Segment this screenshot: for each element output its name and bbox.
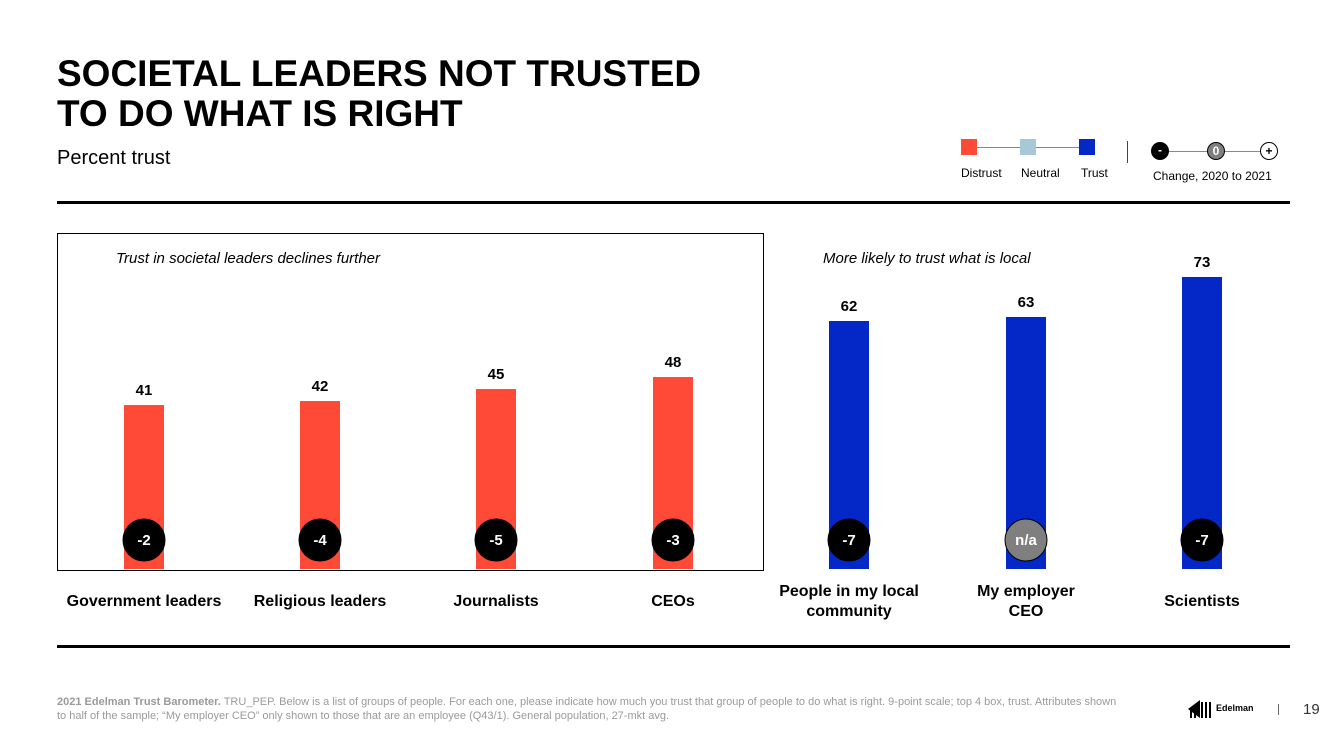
left-section-label: Trust in societal leaders declines furth… bbox=[116, 250, 381, 267]
change-badge-label: -7 bbox=[842, 532, 855, 549]
legend-trust-label: Trust bbox=[1081, 166, 1108, 180]
legend-trust-swatch bbox=[1079, 139, 1095, 155]
category-label-line: CEO bbox=[1008, 603, 1044, 620]
page-title-line-2: TO DO WHAT IS RIGHT bbox=[57, 93, 463, 134]
change-zero-marker: 0 bbox=[1207, 142, 1225, 160]
change-badge bbox=[122, 518, 166, 562]
page-subtitle: Percent trust bbox=[57, 147, 171, 169]
change-badge bbox=[1180, 518, 1224, 562]
change-badge-label: -3 bbox=[666, 532, 679, 549]
brand-name: Edelman bbox=[1216, 703, 1254, 713]
change-badge-label: -5 bbox=[489, 532, 502, 549]
top-rule bbox=[57, 201, 1290, 204]
category-label-line: My employer bbox=[977, 583, 1075, 600]
category-label-line: People in my local bbox=[779, 583, 919, 600]
change-badge bbox=[651, 518, 695, 562]
bar-value-label: 48 bbox=[665, 354, 682, 371]
category-label: My employer CEO bbox=[936, 582, 1116, 622]
category-label: Religious leaders bbox=[230, 592, 410, 612]
category-label-line: Scientists bbox=[1164, 593, 1240, 610]
societal-leaders-panel bbox=[57, 233, 764, 571]
legend-neutral-swatch bbox=[1020, 139, 1036, 155]
legend-neutral-label: Neutral bbox=[1021, 166, 1060, 180]
change-badge bbox=[827, 518, 871, 562]
category-label: Scientists bbox=[1112, 592, 1292, 612]
bar-value-label: 41 bbox=[136, 382, 153, 399]
legend-divider bbox=[1127, 141, 1128, 163]
change-badge-label: -4 bbox=[313, 532, 327, 549]
category-label: People in my local community bbox=[759, 582, 939, 622]
edelman-logo-icon bbox=[1188, 700, 1211, 718]
category-label: Government leaders bbox=[54, 592, 234, 612]
category-label: Journalists bbox=[406, 592, 586, 612]
change-plus-marker: + bbox=[1260, 142, 1278, 160]
right-section-label: More likely to trust what is local bbox=[823, 250, 1031, 267]
bar-value-label: 45 bbox=[488, 366, 505, 383]
change-minus-marker: - bbox=[1151, 142, 1169, 160]
category-label: CEOs bbox=[583, 592, 763, 612]
change-badge-label: n/a bbox=[1015, 532, 1037, 549]
change-badge-label: -7 bbox=[1195, 532, 1208, 549]
category-label-line: Journalists bbox=[453, 593, 539, 610]
source-footnote: 2021 Edelman Trust Barometer. TRU_PEP. B… bbox=[57, 695, 1127, 723]
bar-value-label: 42 bbox=[312, 378, 329, 395]
page-number-separator bbox=[1278, 704, 1279, 715]
change-badge bbox=[298, 518, 342, 562]
page-title-line-1: SOCIETAL LEADERS NOT TRUSTED bbox=[57, 53, 702, 94]
change-legend-label: Change, 2020 to 2021 bbox=[1153, 169, 1272, 183]
bar-value-label: 63 bbox=[1018, 294, 1035, 311]
bar-value-label: 73 bbox=[1194, 254, 1211, 271]
change-badge bbox=[1004, 518, 1048, 562]
change-badge-label: -2 bbox=[137, 532, 150, 549]
source-description: TRU_PEP. Below is a list of groups of pe… bbox=[57, 696, 1117, 722]
legend-distrust-label: Distrust bbox=[961, 166, 1002, 180]
page-number: 19 bbox=[1303, 701, 1320, 718]
bottom-rule bbox=[57, 645, 1290, 648]
bar-value-label: 62 bbox=[841, 298, 858, 315]
legend-distrust-swatch bbox=[961, 139, 977, 155]
change-badge bbox=[474, 518, 518, 562]
category-label-line: Religious leaders bbox=[253, 593, 387, 610]
source-title: 2021 Edelman Trust Barometer. bbox=[57, 696, 221, 708]
category-label-line: CEOs bbox=[651, 593, 695, 610]
category-label-line: Government leaders bbox=[66, 593, 222, 610]
category-label-line: community bbox=[806, 603, 892, 620]
